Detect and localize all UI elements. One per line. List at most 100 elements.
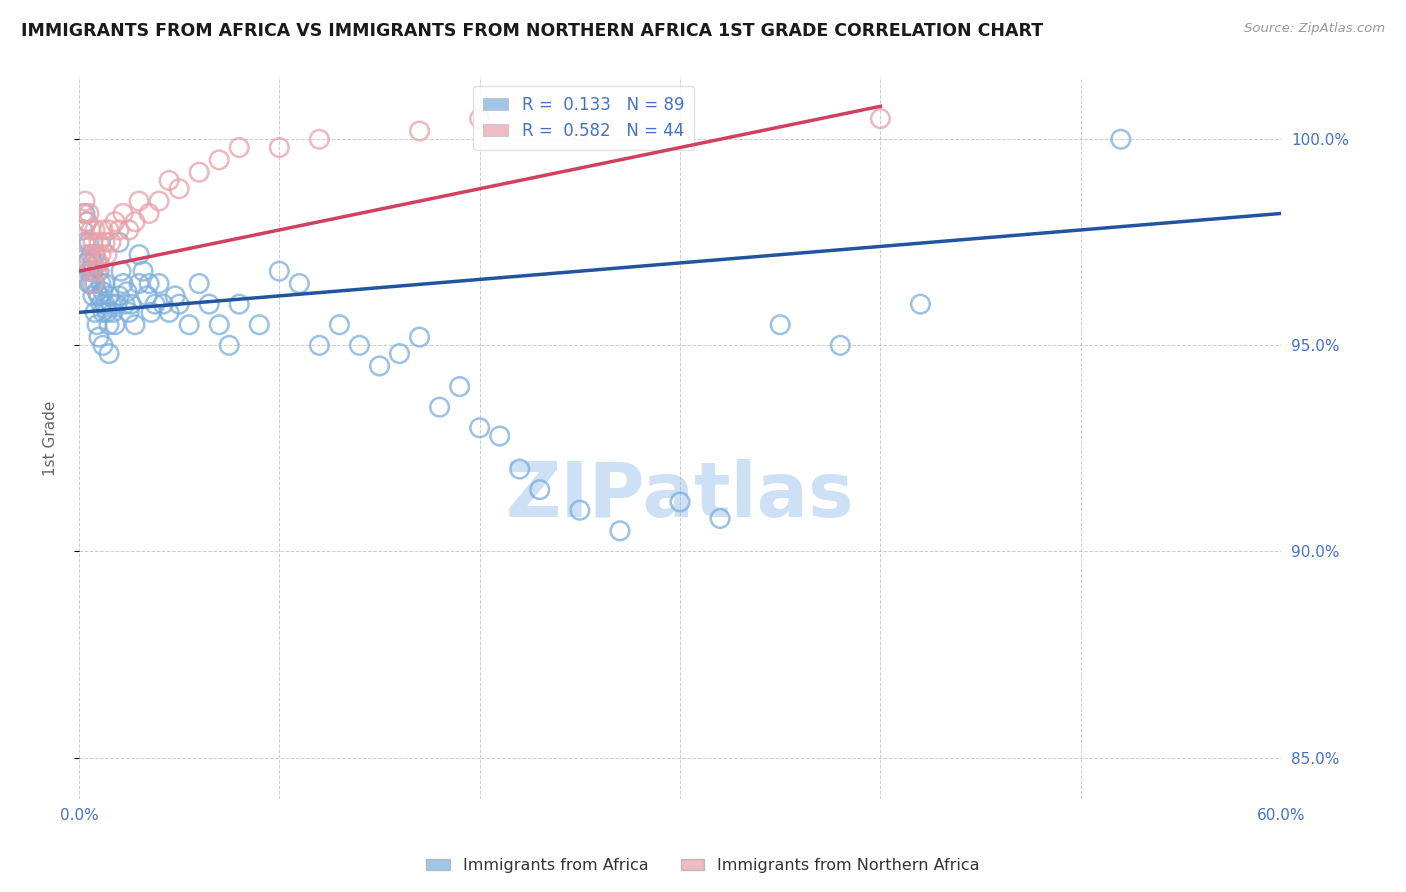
- Point: [76, 256, 98, 270]
- Point: [118, 223, 141, 237]
- Point: [108, 289, 131, 303]
- Point: [90, 248, 112, 262]
- Point: [104, 318, 127, 332]
- Point: [269, 140, 291, 154]
- Point: [218, 338, 240, 352]
- Point: [87, 256, 110, 270]
- Point: [388, 346, 411, 360]
- Point: [96, 248, 118, 262]
- Point: [429, 400, 451, 414]
- Point: [84, 248, 107, 262]
- Point: [98, 223, 121, 237]
- Point: [86, 318, 108, 332]
- Point: [449, 379, 471, 393]
- Point: [136, 289, 159, 303]
- Point: [84, 223, 107, 237]
- Point: [124, 318, 146, 332]
- Point: [82, 256, 104, 270]
- Point: [82, 235, 104, 250]
- Point: [143, 297, 166, 311]
- Point: [152, 297, 174, 311]
- Point: [148, 194, 170, 208]
- Point: [101, 305, 124, 319]
- Text: ZIPatlas: ZIPatlas: [506, 458, 855, 533]
- Point: [468, 112, 491, 126]
- Point: [709, 511, 731, 525]
- Point: [94, 235, 117, 250]
- Point: [368, 359, 391, 373]
- Point: [188, 277, 211, 291]
- Point: [124, 215, 146, 229]
- Point: [198, 297, 221, 311]
- Point: [87, 289, 110, 303]
- Point: [408, 330, 430, 344]
- Point: [91, 305, 114, 319]
- Point: [90, 277, 112, 291]
- Point: [100, 297, 122, 311]
- Point: [568, 124, 591, 138]
- Point: [247, 318, 270, 332]
- Point: [104, 215, 127, 229]
- Point: [84, 277, 107, 291]
- Point: [86, 264, 108, 278]
- Point: [468, 421, 491, 435]
- Point: [869, 112, 891, 126]
- Point: [157, 305, 180, 319]
- Point: [288, 277, 311, 291]
- Point: [86, 256, 108, 270]
- Point: [76, 256, 98, 270]
- Point: [167, 297, 190, 311]
- Point: [73, 194, 96, 208]
- Point: [269, 264, 291, 278]
- Point: [72, 223, 94, 237]
- Point: [148, 277, 170, 291]
- Point: [77, 206, 100, 220]
- Point: [98, 318, 121, 332]
- Point: [77, 256, 100, 270]
- Point: [73, 206, 96, 220]
- Point: [98, 346, 121, 360]
- Point: [90, 297, 112, 311]
- Point: [80, 264, 103, 278]
- Point: [105, 297, 128, 311]
- Point: [82, 289, 104, 303]
- Point: [1109, 132, 1132, 146]
- Point: [349, 338, 371, 352]
- Point: [77, 277, 100, 291]
- Point: [87, 330, 110, 344]
- Point: [86, 285, 108, 299]
- Point: [669, 495, 692, 509]
- Point: [609, 524, 631, 538]
- Point: [408, 124, 430, 138]
- Point: [120, 297, 142, 311]
- Point: [80, 264, 103, 278]
- Point: [76, 248, 98, 262]
- Legend: Immigrants from Africa, Immigrants from Northern Africa: Immigrants from Africa, Immigrants from …: [420, 852, 986, 880]
- Point: [669, 132, 692, 146]
- Point: [91, 285, 114, 299]
- Point: [138, 277, 160, 291]
- Point: [128, 248, 150, 262]
- Point: [100, 235, 122, 250]
- Point: [76, 215, 98, 229]
- Point: [208, 153, 231, 167]
- Point: [84, 305, 107, 319]
- Point: [328, 318, 350, 332]
- Point: [138, 206, 160, 220]
- Point: [165, 289, 187, 303]
- Point: [91, 338, 114, 352]
- Point: [76, 215, 98, 229]
- Point: [84, 248, 107, 262]
- Point: [87, 235, 110, 250]
- Point: [132, 264, 155, 278]
- Point: [118, 305, 141, 319]
- Point: [108, 235, 131, 250]
- Point: [94, 297, 117, 311]
- Point: [77, 264, 100, 278]
- Point: [73, 235, 96, 250]
- Point: [115, 285, 138, 299]
- Point: [87, 264, 110, 278]
- Point: [112, 277, 135, 291]
- Point: [228, 140, 250, 154]
- Point: [72, 206, 94, 220]
